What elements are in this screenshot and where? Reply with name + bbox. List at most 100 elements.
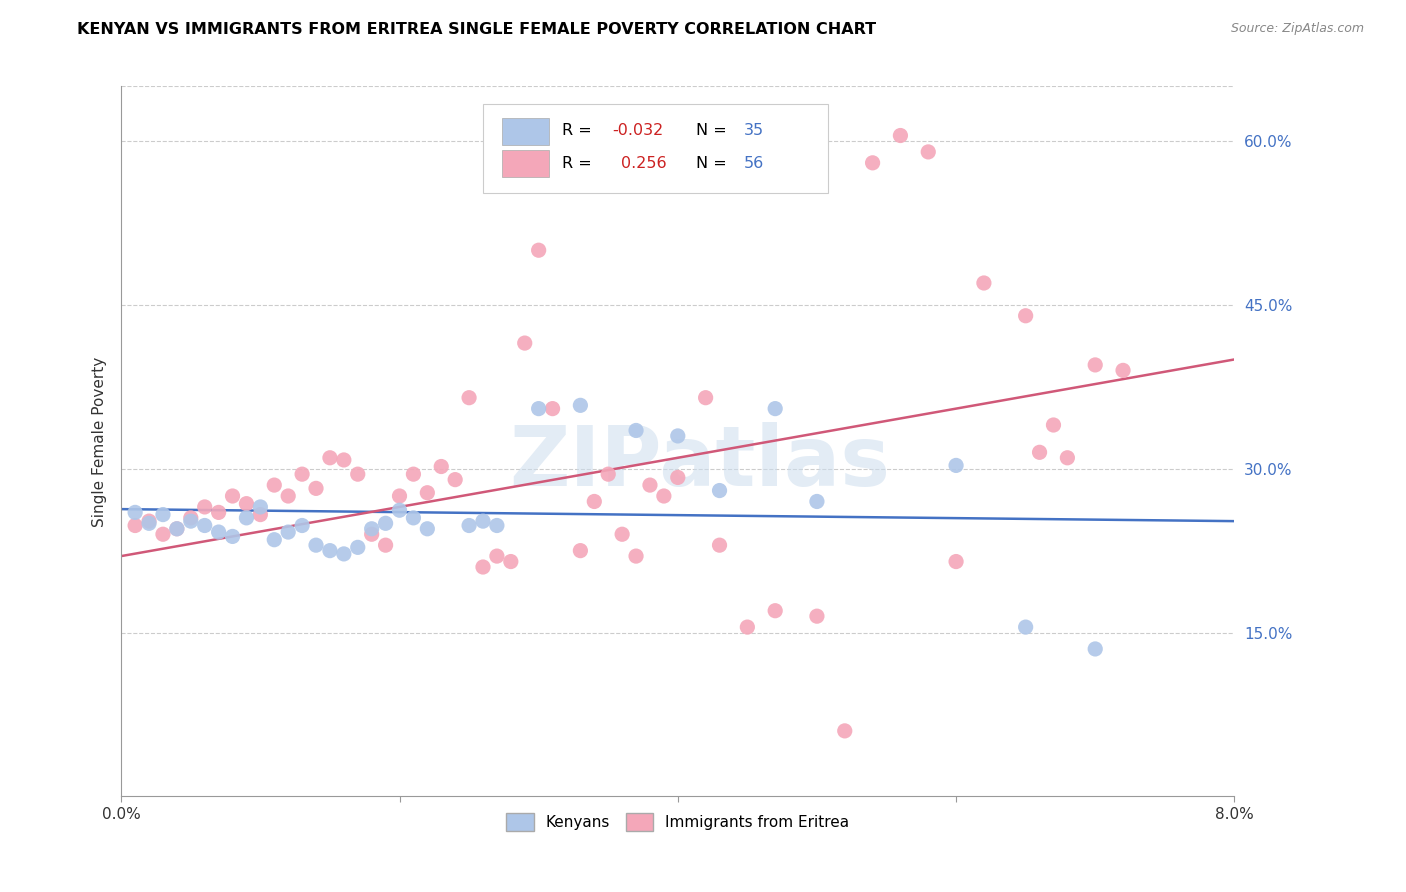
Point xyxy=(319,543,342,558)
FancyBboxPatch shape xyxy=(484,104,828,193)
Point xyxy=(166,522,188,536)
Point xyxy=(402,511,425,525)
Point xyxy=(695,391,717,405)
Text: N =: N = xyxy=(696,155,731,170)
Point xyxy=(737,620,759,634)
Point xyxy=(138,516,160,531)
Point xyxy=(249,508,271,522)
Point xyxy=(638,478,661,492)
Point xyxy=(416,485,439,500)
Point xyxy=(249,500,271,514)
Point xyxy=(180,511,202,525)
Point xyxy=(709,483,731,498)
Point xyxy=(834,723,856,738)
FancyBboxPatch shape xyxy=(502,118,548,145)
Point xyxy=(889,128,911,143)
Point xyxy=(1014,309,1036,323)
Point xyxy=(485,549,508,563)
Point xyxy=(709,538,731,552)
Text: -0.032: -0.032 xyxy=(612,123,664,138)
Point xyxy=(180,514,202,528)
Point xyxy=(360,527,382,541)
Text: 35: 35 xyxy=(744,123,763,138)
Point xyxy=(207,524,229,539)
Point xyxy=(472,514,495,528)
Point xyxy=(541,401,564,416)
Point xyxy=(346,467,368,482)
Point xyxy=(416,522,439,536)
Point xyxy=(235,511,257,525)
Point xyxy=(1014,620,1036,634)
Point xyxy=(305,481,328,495)
Point xyxy=(444,473,467,487)
Text: 56: 56 xyxy=(744,155,763,170)
Point xyxy=(291,518,314,533)
Point xyxy=(374,516,396,531)
Point xyxy=(458,391,481,405)
Text: R =: R = xyxy=(562,123,598,138)
Point xyxy=(569,543,592,558)
Point xyxy=(569,398,592,412)
Point xyxy=(152,527,174,541)
Point xyxy=(763,401,786,416)
Point xyxy=(360,522,382,536)
Point xyxy=(430,459,453,474)
FancyBboxPatch shape xyxy=(502,150,548,178)
Point xyxy=(263,478,285,492)
Point xyxy=(221,489,243,503)
Point xyxy=(333,453,356,467)
Point xyxy=(763,604,786,618)
Point xyxy=(583,494,606,508)
Point xyxy=(402,467,425,482)
Point xyxy=(458,518,481,533)
Point xyxy=(152,508,174,522)
Point xyxy=(513,336,536,351)
Text: R =: R = xyxy=(562,155,602,170)
Point xyxy=(862,156,884,170)
Point xyxy=(305,538,328,552)
Point xyxy=(806,494,828,508)
Point xyxy=(624,424,647,438)
Point xyxy=(124,505,146,519)
Point xyxy=(945,555,967,569)
Point xyxy=(472,560,495,574)
Point xyxy=(527,244,550,258)
Point xyxy=(499,555,522,569)
Text: KENYAN VS IMMIGRANTS FROM ERITREA SINGLE FEMALE POVERTY CORRELATION CHART: KENYAN VS IMMIGRANTS FROM ERITREA SINGLE… xyxy=(77,22,876,37)
Point xyxy=(598,467,620,482)
Point xyxy=(666,470,689,484)
Point xyxy=(138,514,160,528)
Point xyxy=(610,527,633,541)
Point xyxy=(333,547,356,561)
Point xyxy=(346,541,368,555)
Legend: Kenyans, Immigrants from Eritrea: Kenyans, Immigrants from Eritrea xyxy=(499,805,858,838)
Point xyxy=(917,145,939,159)
Point xyxy=(388,489,411,503)
Point xyxy=(973,276,995,290)
Point xyxy=(1056,450,1078,465)
Point xyxy=(666,429,689,443)
Point xyxy=(1042,417,1064,432)
Point xyxy=(235,497,257,511)
Point xyxy=(1112,363,1135,377)
Point xyxy=(1084,358,1107,372)
Text: N =: N = xyxy=(696,123,731,138)
Point xyxy=(277,489,299,503)
Point xyxy=(263,533,285,547)
Point xyxy=(194,518,217,533)
Point xyxy=(277,524,299,539)
Y-axis label: Single Female Poverty: Single Female Poverty xyxy=(93,356,107,526)
Point xyxy=(207,505,229,519)
Point xyxy=(624,549,647,563)
Point xyxy=(388,503,411,517)
Point xyxy=(945,458,967,473)
Text: 0.256: 0.256 xyxy=(621,155,666,170)
Point xyxy=(319,450,342,465)
Point xyxy=(806,609,828,624)
Point xyxy=(652,489,675,503)
Text: Source: ZipAtlas.com: Source: ZipAtlas.com xyxy=(1230,22,1364,36)
Text: ZIPatlas: ZIPatlas xyxy=(509,422,890,503)
Point xyxy=(1084,642,1107,657)
Point xyxy=(485,518,508,533)
Point xyxy=(166,522,188,536)
